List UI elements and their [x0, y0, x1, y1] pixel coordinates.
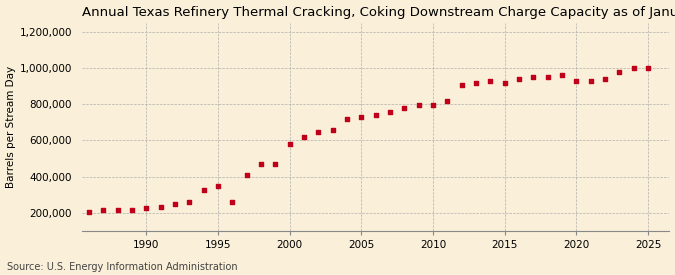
Point [385, 109, 396, 114]
Y-axis label: Barrels per Stream Day: Barrels per Stream Day [5, 66, 16, 188]
Point [542, 75, 553, 79]
Point [169, 202, 180, 207]
Point [198, 188, 209, 192]
Point [614, 70, 624, 74]
Point [184, 200, 195, 204]
Point [628, 66, 639, 70]
Point [84, 210, 95, 214]
Point [599, 77, 610, 81]
Point [442, 99, 453, 103]
Point [256, 161, 267, 166]
Point [413, 103, 424, 108]
Point [557, 73, 568, 78]
Text: Source: U.S. Energy Information Administration: Source: U.S. Energy Information Administ… [7, 262, 238, 272]
Point [98, 208, 109, 213]
Point [470, 81, 481, 85]
Point [514, 77, 524, 81]
Point [399, 106, 410, 110]
Point [227, 200, 238, 205]
Point [270, 161, 281, 166]
Point [127, 208, 138, 213]
Point [427, 102, 438, 107]
Point [356, 115, 367, 119]
Point [371, 113, 381, 118]
Point [571, 79, 582, 83]
Point [213, 184, 223, 188]
Point [242, 173, 252, 177]
Point [155, 205, 166, 210]
Point [500, 81, 510, 85]
Point [298, 135, 309, 139]
Point [327, 128, 338, 132]
Point [313, 130, 324, 134]
Point [284, 142, 295, 147]
Point [141, 206, 152, 210]
Point [485, 79, 495, 83]
Text: Annual Texas Refinery Thermal Cracking, Coking Downstream Charge Capacity as of : Annual Texas Refinery Thermal Cracking, … [82, 6, 675, 18]
Point [528, 75, 539, 79]
Point [112, 208, 123, 212]
Point [585, 79, 596, 83]
Point [643, 66, 653, 70]
Point [456, 82, 467, 87]
Point [342, 117, 352, 121]
